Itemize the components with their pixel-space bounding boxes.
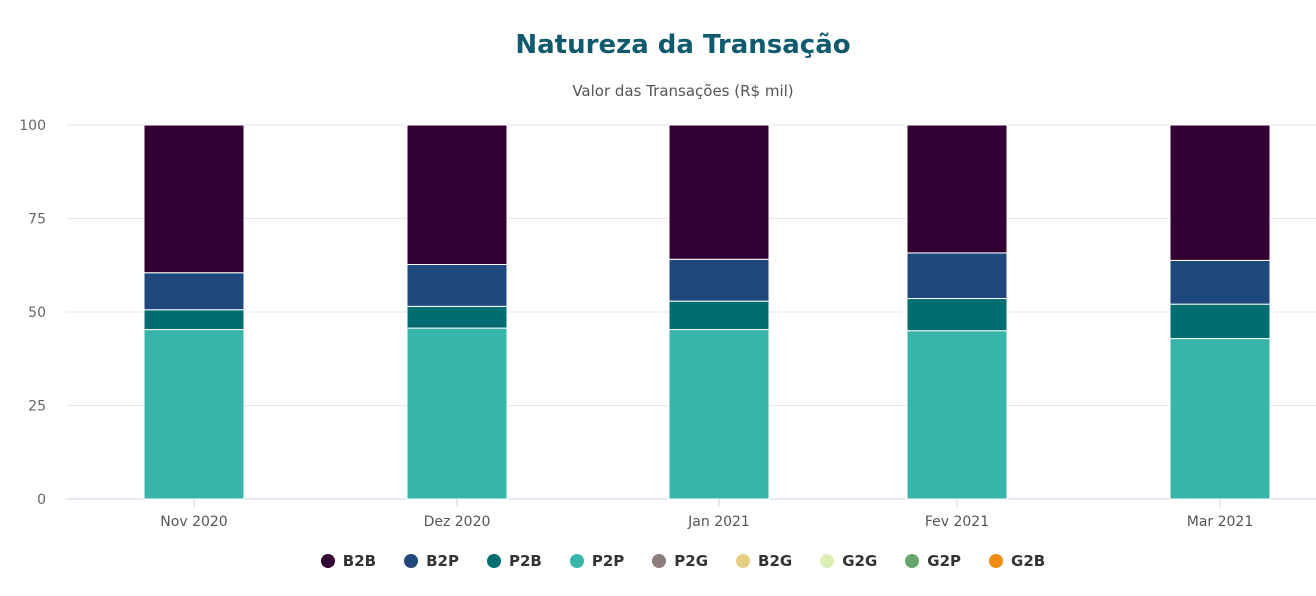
- bar-segment-p2b: [1169, 303, 1271, 340]
- bar-segment-b2b: [1169, 124, 1271, 261]
- legend-label: B2G: [758, 552, 793, 570]
- bar-segment-b2p: [143, 272, 245, 311]
- legend-swatch: [486, 554, 501, 568]
- bar-segment-p2b: [143, 309, 245, 331]
- bar-segment-p2b: [668, 300, 770, 331]
- x-tick-label: Jan 2021: [687, 514, 750, 530]
- legend-swatch: [905, 554, 920, 568]
- legend-label: B2B: [342, 552, 377, 570]
- legend-item-g2g[interactable]: G2G: [820, 552, 877, 570]
- legend-swatch: [320, 554, 335, 568]
- bar-segment-b2p: [1169, 259, 1271, 305]
- chart-title: Natureza da Transação: [515, 30, 851, 60]
- legend-swatch: [404, 554, 419, 568]
- bar-segment-p2p: [406, 327, 508, 500]
- x-tick-label: Dez 2020: [424, 514, 491, 530]
- legend-item-g2b[interactable]: G2B: [989, 552, 1045, 570]
- bar-segment-p2b: [906, 298, 1008, 332]
- bar-segment-b2p: [668, 258, 770, 302]
- x-tick-label: Nov 2020: [160, 514, 227, 530]
- bar-segment-p2p: [668, 329, 770, 500]
- legend-label: G2G: [842, 552, 878, 570]
- legend-item-p2g[interactable]: P2G: [652, 552, 708, 570]
- legend-label: G2P: [927, 552, 962, 570]
- bar-segment-p2p: [906, 330, 1008, 500]
- y-tick-label: 50: [28, 305, 46, 321]
- legend-item-p2b[interactable]: P2B: [486, 552, 542, 570]
- legend-swatch: [736, 554, 751, 568]
- legend-label: G2B: [1011, 552, 1046, 570]
- bar-segment-b2b: [406, 124, 508, 266]
- bar-segment-b2b: [906, 124, 1008, 254]
- legend-item-g2p[interactable]: G2P: [905, 552, 961, 570]
- legend-swatch: [989, 554, 1004, 568]
- legend-label: P2P: [591, 552, 625, 570]
- legend-item-p2p[interactable]: P2P: [569, 552, 625, 570]
- y-tick-label: 25: [28, 399, 46, 415]
- legend-label: P2B: [508, 552, 542, 570]
- legend-swatch: [820, 554, 835, 568]
- chart-subtitle: Valor das Transações (R$ mil): [572, 82, 794, 100]
- y-tick-label: 0: [37, 492, 46, 508]
- y-tick-label: 75: [28, 212, 46, 228]
- legend-swatch: [569, 554, 584, 568]
- bar-segment-p2p: [1169, 338, 1271, 500]
- bar-segment-b2b: [668, 124, 770, 260]
- bar-segment-b2b: [143, 124, 245, 274]
- chart-legend: B2B B2P P2B P2P P2G B2G G2G G2P G2B: [0, 552, 1316, 570]
- legend-item-b2g[interactable]: B2G: [736, 552, 792, 570]
- legend-item-b2b[interactable]: B2B: [320, 552, 377, 570]
- x-tick-label: Mar 2021: [1187, 514, 1254, 530]
- bar-segment-p2b: [406, 305, 508, 329]
- legend-label: B2P: [426, 552, 459, 570]
- legend-item-b2p[interactable]: B2P: [404, 552, 459, 570]
- legend-swatch: [652, 554, 667, 568]
- bar-segment-b2p: [906, 252, 1008, 300]
- y-tick-label: 100: [19, 118, 46, 134]
- bar-segment-b2p: [406, 264, 508, 307]
- bar-segment-p2p: [143, 329, 245, 500]
- x-tick-label: Fev 2021: [925, 514, 989, 530]
- legend-label: P2G: [674, 552, 709, 570]
